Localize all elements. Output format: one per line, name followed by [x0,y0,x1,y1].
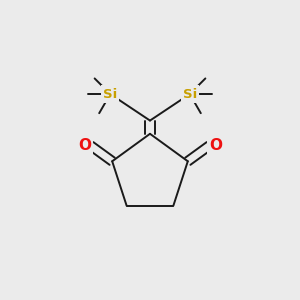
Text: O: O [78,138,91,153]
Text: Si: Si [183,88,197,100]
Text: O: O [209,138,222,153]
Text: Si: Si [103,88,117,100]
